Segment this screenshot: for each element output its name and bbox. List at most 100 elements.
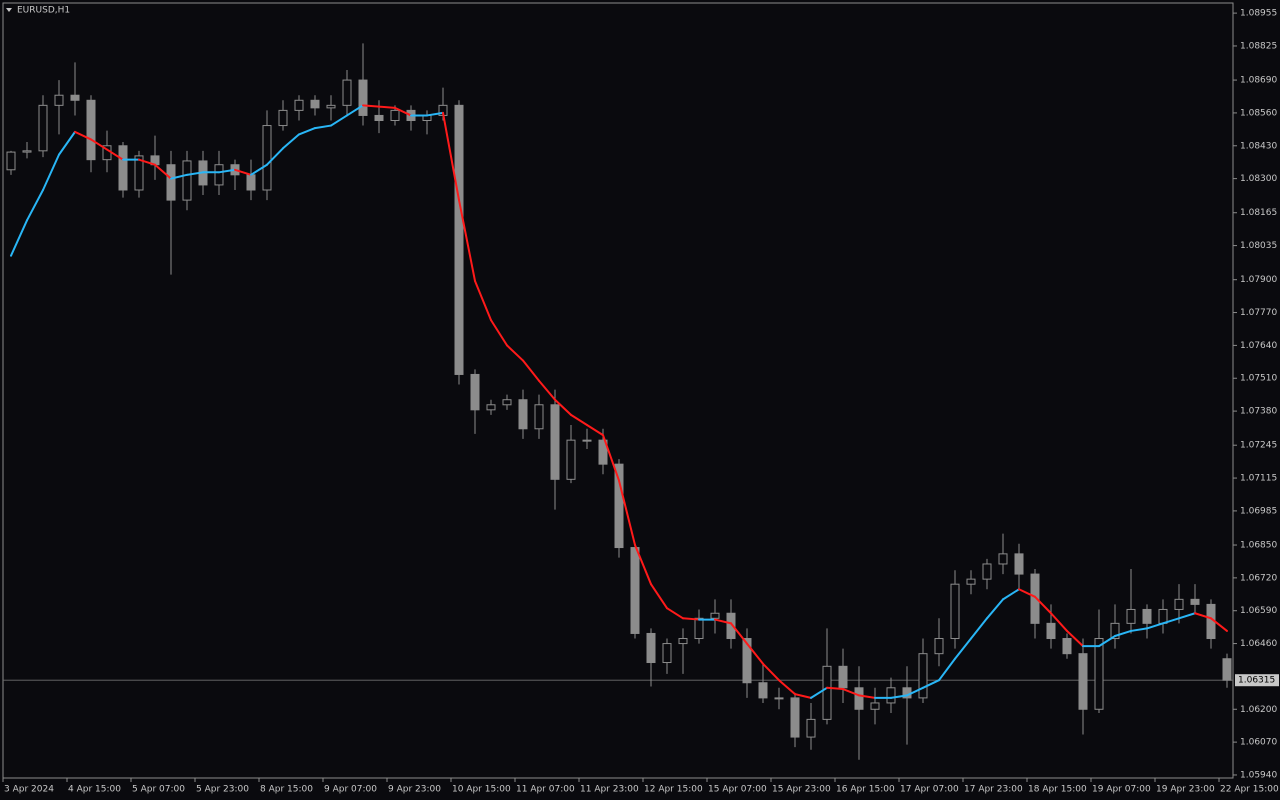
candle-body [838, 665, 848, 689]
moving-average-segment [186, 171, 204, 176]
candle-body [1014, 553, 1024, 575]
moving-average-segment [170, 173, 188, 180]
candle-body [998, 553, 1008, 565]
y-tick-label: 1.07245 [1240, 441, 1277, 451]
candle-body [358, 79, 368, 116]
x-tick-label: 15 Apr 23:00 [772, 785, 831, 795]
candle-body [534, 404, 544, 430]
candle-body [1174, 598, 1184, 610]
y-tick-label: 1.08690 [1240, 76, 1277, 86]
y-tick-label: 1.06460 [1240, 639, 1277, 649]
candle-body [1078, 653, 1088, 710]
moving-average-segment [618, 479, 636, 547]
y-tick-label: 1.08955 [1240, 9, 1277, 19]
candle-body [470, 373, 480, 411]
y-tick-label: 1.06200 [1240, 705, 1277, 715]
moving-average-segment [490, 319, 508, 347]
candle-body [742, 638, 752, 684]
x-tick-label: 18 Apr 15:00 [1028, 785, 1087, 795]
y-tick-label: 1.08825 [1240, 41, 1277, 51]
x-tick-label: 3 Apr 2024 [4, 785, 54, 795]
x-tick-label: 5 Apr 07:00 [132, 785, 185, 795]
candle-body [966, 578, 976, 585]
x-tick-label: 5 Apr 23:00 [196, 785, 249, 795]
candle-body [982, 563, 992, 580]
y-tick-label: 1.08300 [1240, 174, 1277, 184]
y-tick-label: 1.07640 [1240, 341, 1277, 351]
moving-average-segment [1178, 612, 1196, 620]
y-tick-label: 1.07770 [1240, 308, 1277, 318]
moving-average-segment [394, 106, 412, 117]
moving-average-segment [746, 642, 764, 665]
moving-average-segment [298, 127, 316, 136]
candle-body [886, 687, 896, 704]
x-tick-label: 17 Apr 07:00 [900, 785, 959, 795]
candle-body [454, 104, 464, 375]
menu-arrow[interactable] [6, 8, 12, 12]
y-tick-label: 1.08560 [1240, 108, 1277, 118]
moving-average-segment [234, 168, 252, 176]
candle-body [134, 155, 144, 191]
moving-average-segment [42, 153, 60, 191]
moving-average-segment [586, 423, 604, 437]
moving-average-segment [810, 686, 828, 699]
candle-body [662, 643, 672, 664]
candle-body [1222, 658, 1232, 681]
moving-average-segment [1194, 612, 1212, 620]
candle-body [294, 99, 304, 111]
candle-body [1094, 638, 1104, 710]
candle-body [486, 404, 496, 411]
x-tick-label: 11 Apr 07:00 [516, 785, 575, 795]
moving-average-segment [1146, 622, 1164, 630]
y-tick-label: 1.05940 [1240, 770, 1277, 780]
candle-body [182, 160, 192, 201]
moving-average-segment [730, 622, 748, 645]
moving-average-segment [1066, 629, 1084, 648]
y-tick-label: 1.06070 [1240, 738, 1277, 748]
x-tick-label: 9 Apr 23:00 [388, 785, 441, 795]
moving-average-segment [218, 168, 236, 174]
candle-body [1142, 608, 1152, 624]
x-tick-label: 4 Apr 15:00 [68, 785, 121, 795]
candle-body [790, 697, 800, 738]
moving-average-segment [906, 686, 924, 697]
moving-average-segment [1098, 634, 1116, 648]
moving-average-segment [714, 618, 732, 625]
x-tick-label: 8 Apr 15:00 [260, 785, 313, 795]
moving-average-segment [474, 279, 492, 322]
moving-average-segment [570, 413, 588, 426]
candle-body [694, 617, 704, 640]
moving-average-segment [986, 598, 1004, 620]
moving-average-segment [522, 359, 540, 382]
moving-average-segment [794, 693, 812, 699]
candle-body [54, 94, 64, 106]
candle-body [1126, 608, 1136, 624]
moving-average-segment [842, 688, 860, 697]
y-tick-label: 1.07510 [1240, 374, 1277, 384]
y-tick-label: 1.06590 [1240, 606, 1277, 616]
y-tick-label: 1.07115 [1240, 474, 1277, 484]
moving-average-segment [1050, 612, 1068, 632]
candle-body [1110, 622, 1120, 640]
x-tick-label: 19 Apr 07:00 [1092, 785, 1151, 795]
candle-body [710, 612, 720, 619]
x-tick-label: 9 Apr 07:00 [324, 785, 377, 795]
candle-body [646, 632, 656, 664]
candle-body [518, 399, 528, 430]
moving-average-segment [426, 111, 444, 117]
moving-average-segment [314, 124, 332, 130]
candle-body [918, 653, 928, 699]
y-tick-label: 1.06720 [1240, 573, 1277, 583]
moving-average-segment [650, 583, 668, 610]
moving-average-segment [938, 657, 956, 682]
y-tick-label: 1.08165 [1240, 208, 1277, 218]
moving-average-segment [778, 679, 796, 696]
moving-average-segment [282, 133, 300, 150]
candle-body [342, 79, 352, 106]
plot-frame [2, 2, 1234, 779]
moving-average-segment [26, 188, 44, 222]
current-price-box [1235, 674, 1279, 687]
candle-body [70, 94, 80, 101]
